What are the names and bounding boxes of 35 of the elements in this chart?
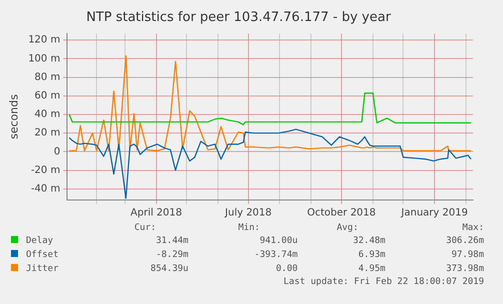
- x-tick-label: January 2019: [400, 208, 468, 219]
- y-tick-label: 80 m: [34, 72, 60, 83]
- text: Max:: [461, 222, 485, 234]
- chart-title: NTP statistics for peer 103.47.76.177 - by year: [86, 10, 392, 26]
- text: 4.95m: [357, 263, 386, 276]
- y-tick-label: 0: [54, 146, 60, 158]
- y-tick-label: 100 m: [28, 53, 60, 64]
- text: -393.74m: [253, 249, 299, 262]
- y-tick-label: 40 m: [34, 109, 60, 120]
- y-tick-label: -20 m: [30, 164, 60, 176]
- text: 0.00: [274, 263, 299, 276]
- text: Avg:: [336, 222, 360, 234]
- y-axis-title: seconds: [7, 94, 20, 140]
- text: -8.29m: [154, 249, 190, 262]
- y-tick-label: 60 m: [34, 90, 60, 102]
- x-tick-label: October 2018: [307, 208, 376, 219]
- legend-label: Delay: [25, 235, 54, 248]
- text: Last update: Fri Feb 22 18:00:07 2019: [282, 276, 485, 288]
- text: 97.98m: [450, 249, 485, 262]
- text: 373.98m: [445, 263, 485, 276]
- y-tick-label: 20 m: [34, 128, 60, 139]
- text: 854.39u: [150, 263, 190, 276]
- y-tick-label: -40 m: [30, 183, 60, 194]
- legend-label: Offset: [25, 249, 60, 262]
- y-tick-label: 120 m: [28, 34, 60, 46]
- text: Min:: [237, 222, 261, 234]
- text: Cur:: [133, 222, 158, 234]
- text: 31.44m: [154, 235, 190, 248]
- legend-label: Jitter: [25, 263, 60, 276]
- x-tick-label: April 2018: [130, 208, 182, 219]
- text: 32.48m: [352, 235, 386, 248]
- text: 6.93m: [357, 249, 386, 262]
- x-tick-label: July 2018: [224, 208, 272, 219]
- text: 941.00u: [258, 235, 299, 248]
- text: 306.26m: [445, 235, 485, 248]
